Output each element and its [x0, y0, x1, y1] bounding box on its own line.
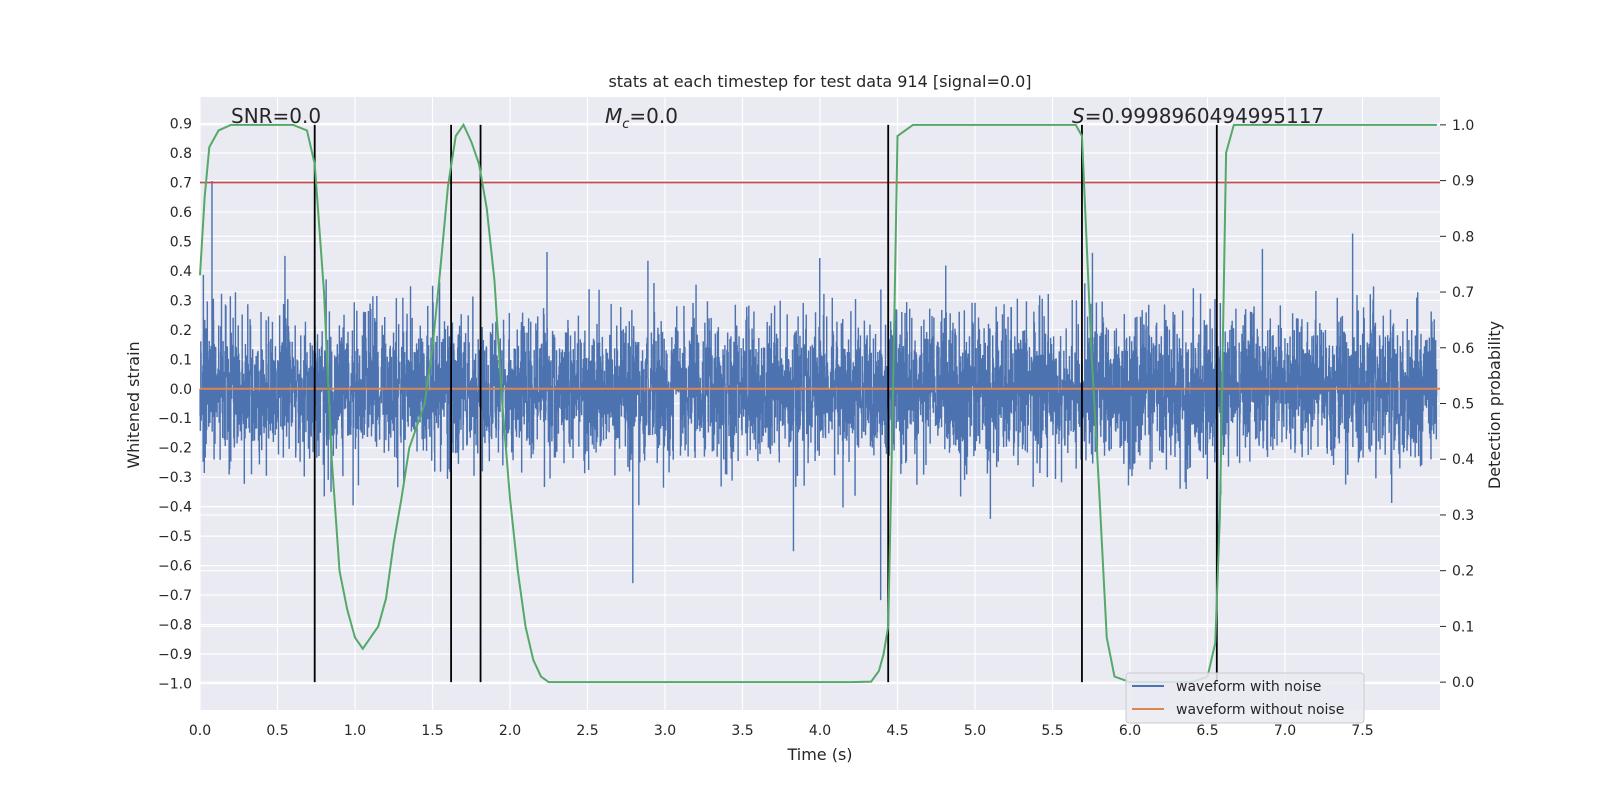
y2-tick-label: 0.2 — [1452, 564, 1474, 580]
chart-title: stats at each timestep for test data 914… — [608, 72, 1031, 91]
x-axis-label: Time (s) — [786, 745, 852, 764]
mc-annotation: Mc=0.0 — [605, 104, 678, 132]
y-tick-label: −0.3 — [158, 470, 192, 486]
y-tick-label: 0.2 — [170, 323, 192, 339]
y-tick-label: 0.8 — [170, 146, 192, 162]
y-tick-label: −0.2 — [158, 441, 192, 457]
y-tick-label: −0.9 — [158, 647, 192, 663]
y2-tick-label: 0.0 — [1452, 675, 1474, 691]
x-tick-label: 6.5 — [1196, 723, 1218, 739]
x-tick-label: 0.5 — [266, 723, 288, 739]
x-tick-label: 5.0 — [964, 723, 986, 739]
y-tick-label: −0.8 — [158, 618, 192, 634]
legend-label-noise: waveform with noise — [1176, 679, 1321, 695]
snr-annotation: SNR=0.0 — [231, 104, 321, 128]
vertical-lines — [313, 124, 1218, 683]
x-tick-label: 2.5 — [576, 723, 598, 739]
legend-label-clean: waveform without noise — [1176, 702, 1344, 718]
y2-axis-label: Detection probability — [1485, 321, 1504, 489]
y2-tick-label: 0.5 — [1452, 397, 1474, 413]
y-tick-label: −0.4 — [158, 500, 192, 516]
noise-series — [199, 181, 1438, 601]
mc-subscript: c — [622, 117, 629, 132]
x-tick-label: 7.5 — [1351, 723, 1373, 739]
y-tick-label: 0.7 — [170, 175, 192, 191]
y-tick-label: 0.6 — [170, 205, 192, 221]
s-value: =0.9998960494995117 — [1085, 104, 1324, 128]
y-tick-label: 0.3 — [170, 293, 192, 309]
y2-axis-ticks: 1.0 0.9 0.8 0.7 0.6 0.5 0.4 0.3 0.2 0.1 0.0 — [1440, 118, 1474, 691]
y-axis-ticks: 0.9 0.8 0.7 0.6 0.5 0.4 0.3 0.2 0.1 0.0 −0.1 −0.2 −0… — [158, 117, 192, 693]
y-axis-label: Whitened strain — [124, 341, 143, 468]
detection-probability-line — [199, 122, 1437, 684]
y2-tick-label: 0.8 — [1452, 229, 1474, 245]
x-tick-label: 0.0 — [189, 723, 211, 739]
y2-tick-label: 0.9 — [1452, 174, 1474, 190]
s-annotation: S=0.9998960494995117 — [1072, 104, 1324, 128]
x-tick-label: 4.0 — [809, 723, 831, 739]
y2-tick-label: 0.3 — [1452, 508, 1474, 524]
x-tick-label: 4.5 — [886, 723, 908, 739]
noise-waveform — [199, 181, 1438, 601]
x-tick-label: 1.0 — [344, 723, 366, 739]
y2-tick-label: 0.6 — [1452, 341, 1474, 357]
y2-tick-label: 1.0 — [1452, 118, 1474, 134]
x-tick-label: 3.0 — [654, 723, 676, 739]
y2-tick-label: 0.1 — [1452, 619, 1474, 635]
y-tick-label: 0.5 — [170, 234, 192, 250]
legend: waveform with noise waveform without noi… — [1125, 672, 1365, 724]
mc-symbol: M — [605, 104, 622, 128]
y2-tick-label: 0.7 — [1452, 285, 1474, 301]
y-tick-label: −0.1 — [158, 411, 192, 427]
y-tick-label: −0.7 — [158, 588, 192, 604]
mc-value: =0.0 — [629, 104, 678, 128]
s-symbol: S — [1072, 104, 1085, 128]
x-axis-ticks: 0.0 0.5 1.0 1.5 2.0 2.5 3.0 3.5 4.0 4.5 5.0 5.5 6.0 6… — [189, 723, 1374, 739]
x-tick-label: 1.5 — [421, 723, 443, 739]
y-tick-label: 0.0 — [170, 382, 192, 398]
x-tick-label: 6.0 — [1119, 723, 1141, 739]
y-tick-label: 0.1 — [170, 352, 192, 368]
legend-box — [1125, 672, 1365, 724]
y-tick-label: 0.9 — [170, 117, 192, 133]
y-tick-label: 0.4 — [170, 264, 192, 280]
x-tick-label: 5.5 — [1041, 723, 1063, 739]
y-tick-label: −0.5 — [158, 529, 192, 545]
x-tick-label: 7.0 — [1274, 723, 1296, 739]
y-tick-label: −1.0 — [158, 676, 192, 692]
y-tick-label: −0.6 — [158, 559, 192, 575]
x-tick-label: 2.0 — [499, 723, 521, 739]
y2-tick-label: 0.4 — [1452, 452, 1474, 468]
x-tick-label: 3.5 — [731, 723, 753, 739]
